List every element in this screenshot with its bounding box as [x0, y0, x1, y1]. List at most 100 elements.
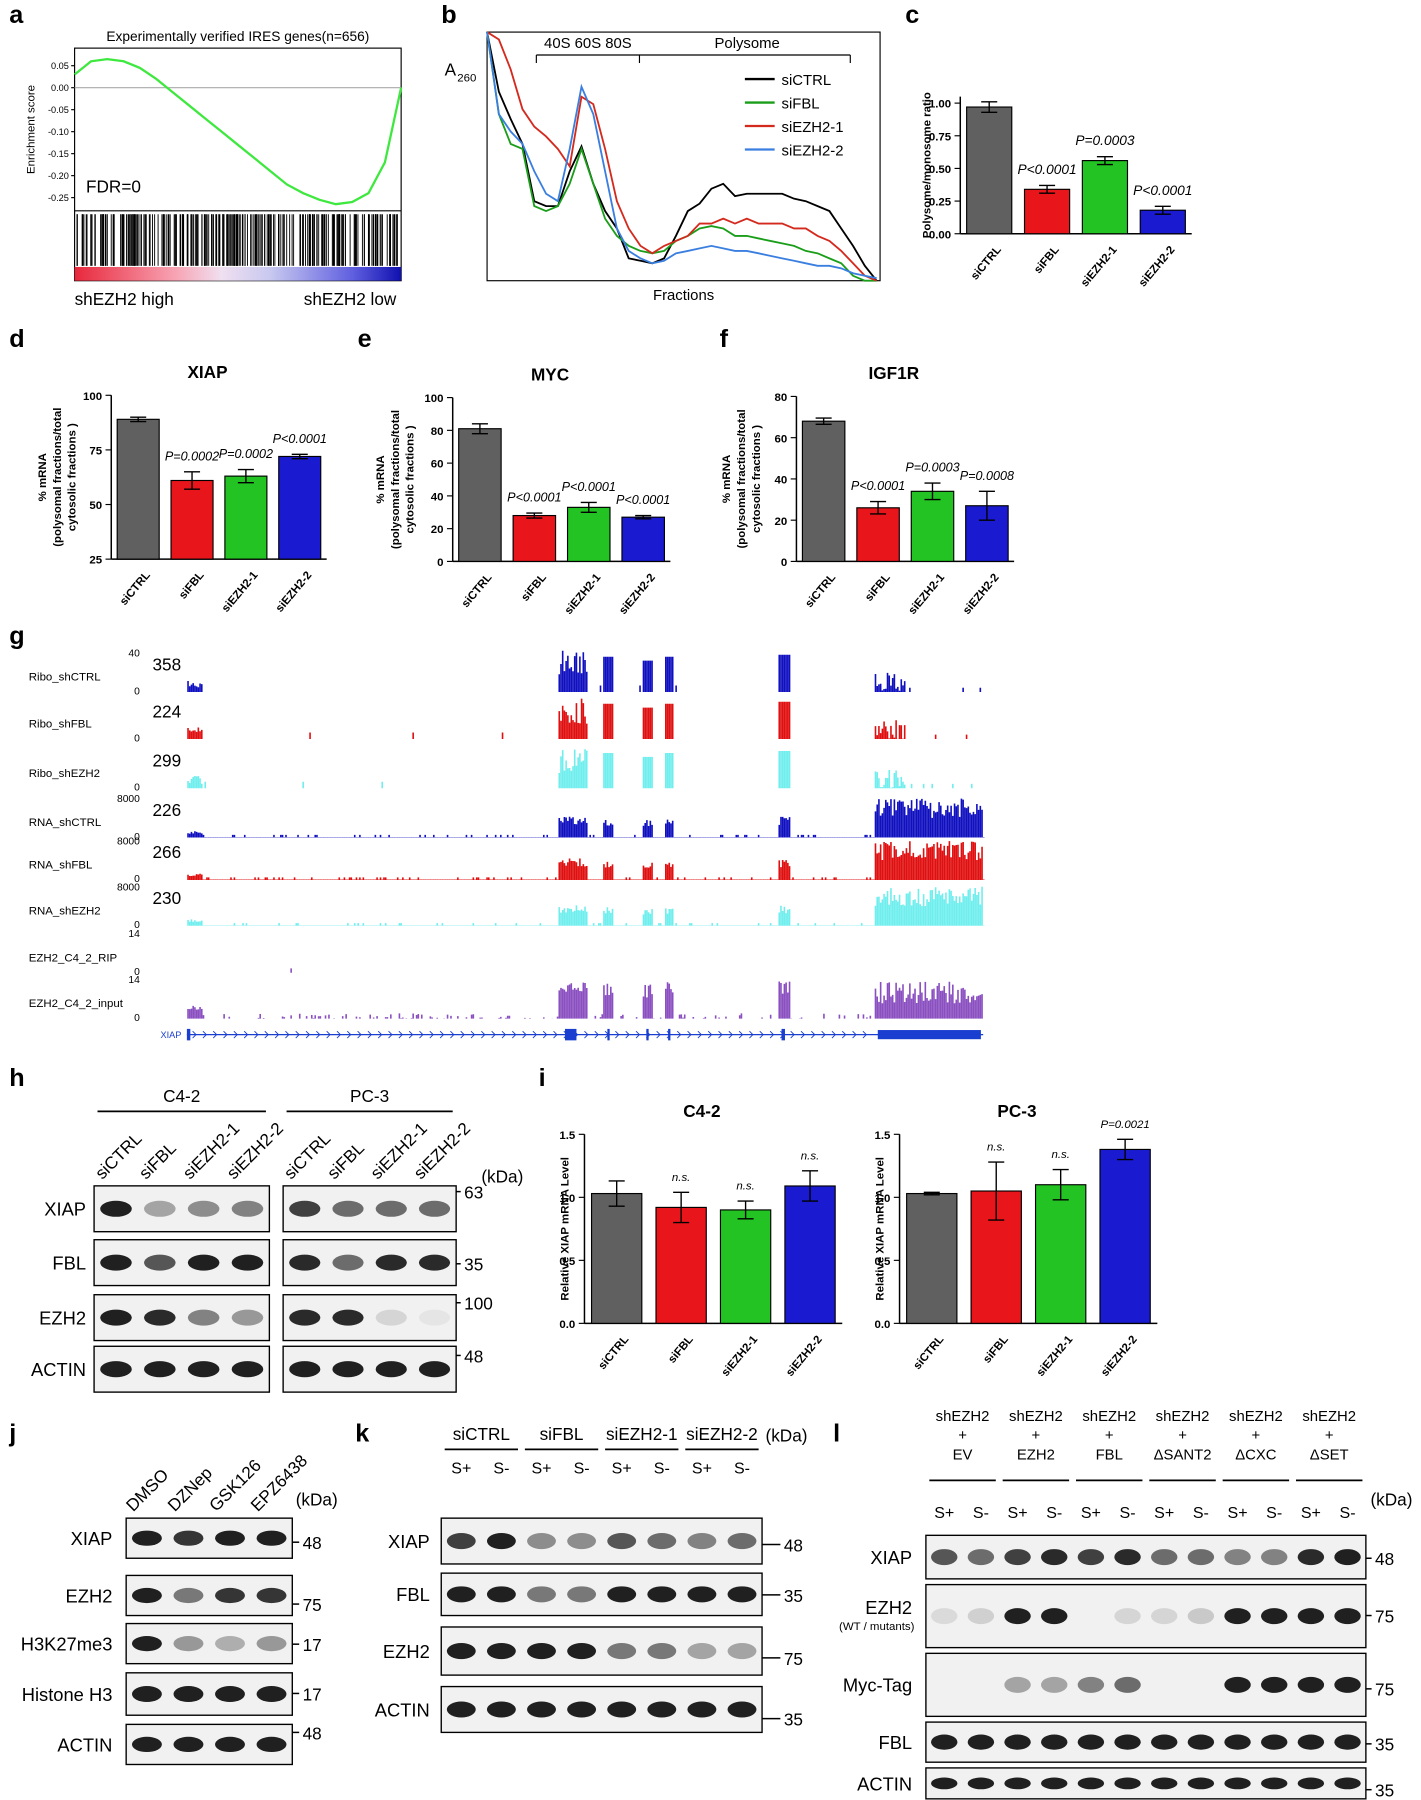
p-value: n.s. — [801, 1150, 819, 1162]
bar — [1099, 1148, 1151, 1324]
band — [1114, 1777, 1141, 1790]
track-max: 8000 — [117, 836, 140, 847]
row-label: FBL — [879, 1732, 913, 1753]
coverage — [187, 798, 985, 838]
x-tick-label: siEZH2-1 — [1079, 244, 1120, 290]
band — [332, 1309, 364, 1326]
band — [1151, 1549, 1178, 1566]
band — [486, 1533, 516, 1550]
unit-label: (kDa) — [296, 1490, 338, 1510]
row-label: FBL — [396, 1584, 430, 1605]
bar — [278, 455, 322, 560]
band — [375, 1361, 407, 1378]
exon — [607, 1028, 610, 1041]
band — [289, 1361, 321, 1378]
error-bar — [802, 1170, 819, 1202]
y-tick-label: 80 — [431, 426, 444, 438]
band — [607, 1533, 637, 1550]
band — [446, 1643, 476, 1660]
band — [1041, 1734, 1068, 1750]
y-tick-label: -0.05 — [48, 105, 69, 115]
blot-frame — [925, 1767, 1367, 1800]
band — [446, 1533, 476, 1550]
x-tick-label: siEZH2-1 — [907, 571, 948, 617]
band — [1187, 1777, 1215, 1790]
band — [1004, 1549, 1031, 1566]
lane-label: siCTRL — [280, 1128, 335, 1183]
blot-frame — [925, 1721, 1367, 1763]
band — [607, 1643, 637, 1660]
marker-label: 75 — [303, 1595, 322, 1615]
band — [1041, 1676, 1068, 1693]
track-max: 8000 — [117, 882, 140, 893]
band — [187, 1361, 220, 1378]
row-label: XIAP — [388, 1531, 430, 1552]
panel-label: h — [9, 1064, 24, 1092]
coverage — [187, 650, 982, 693]
track-count: 299 — [153, 751, 182, 771]
x-end-label: shEZH2 low — [304, 289, 397, 309]
track-min: 0 — [134, 920, 140, 931]
chart-title: Experimentally verified IRES genes(n=656… — [106, 29, 369, 44]
band — [1297, 1676, 1325, 1693]
error-bar — [978, 490, 995, 521]
x-tick-label: siEZH2-1 — [563, 571, 604, 617]
band — [727, 1586, 757, 1603]
y-axis-label: A — [445, 60, 457, 80]
row-label: ACTIN — [57, 1734, 112, 1755]
band — [1004, 1676, 1031, 1693]
marker-label: 48 — [303, 1723, 322, 1743]
lane-label: S+ — [1081, 1504, 1101, 1522]
track-max: 40 — [128, 649, 140, 660]
exon-utr — [877, 1030, 981, 1040]
marker-label: 35 — [784, 1586, 803, 1606]
y-tick-label: 40 — [431, 491, 444, 503]
group-label: shEZH2 — [1229, 1409, 1283, 1425]
track-max: 14 — [128, 975, 140, 986]
lane-label: DMSO — [122, 1465, 173, 1516]
band — [1297, 1608, 1325, 1625]
y-axis-label: % mRNA — [375, 455, 387, 503]
track-min: 0 — [134, 1013, 140, 1024]
exon — [781, 1028, 785, 1041]
legend-label: siEZH2-2 — [782, 143, 844, 159]
marker-label: 35 — [1375, 1735, 1394, 1755]
p-value: P=0.0002 — [219, 447, 273, 461]
y-axis-label: cytosolic fractions ) — [405, 425, 417, 533]
band — [231, 1254, 264, 1271]
y-tick-label: 0.0 — [874, 1319, 890, 1331]
y-tick-label: 1.0 — [559, 1193, 575, 1205]
track-count: 358 — [153, 654, 182, 674]
band — [131, 1530, 162, 1546]
profile-line — [486, 31, 878, 282]
error-bar — [526, 512, 543, 519]
band — [1334, 1549, 1361, 1566]
band — [144, 1254, 176, 1271]
band — [215, 1635, 245, 1652]
bar — [966, 106, 1013, 235]
band — [687, 1586, 717, 1603]
y-tick-label: 0.75 — [929, 131, 952, 143]
band — [289, 1309, 321, 1326]
track-count: 266 — [153, 842, 182, 862]
chart-title: C4-2 — [683, 1101, 720, 1121]
band — [256, 1635, 287, 1652]
track-count: 224 — [153, 701, 182, 721]
band — [1077, 1777, 1105, 1790]
band — [687, 1533, 717, 1550]
panel-label: f — [720, 325, 729, 353]
unit-label: (kDa) — [1370, 1490, 1412, 1510]
group-label: + — [1032, 1428, 1041, 1444]
y-tick-label: 80 — [775, 392, 788, 404]
band — [1261, 1676, 1288, 1693]
y-tick-label: 50 — [89, 500, 102, 512]
bar — [566, 506, 611, 562]
marker-label: 17 — [303, 1684, 322, 1704]
y-axis-label: (polysomal fractions/total — [52, 408, 64, 547]
y-tick-label: 100 — [83, 391, 102, 403]
lane-label: S- — [1120, 1504, 1136, 1522]
blot-frame — [925, 1652, 1367, 1718]
error-bar — [924, 482, 941, 501]
band — [131, 1685, 162, 1703]
